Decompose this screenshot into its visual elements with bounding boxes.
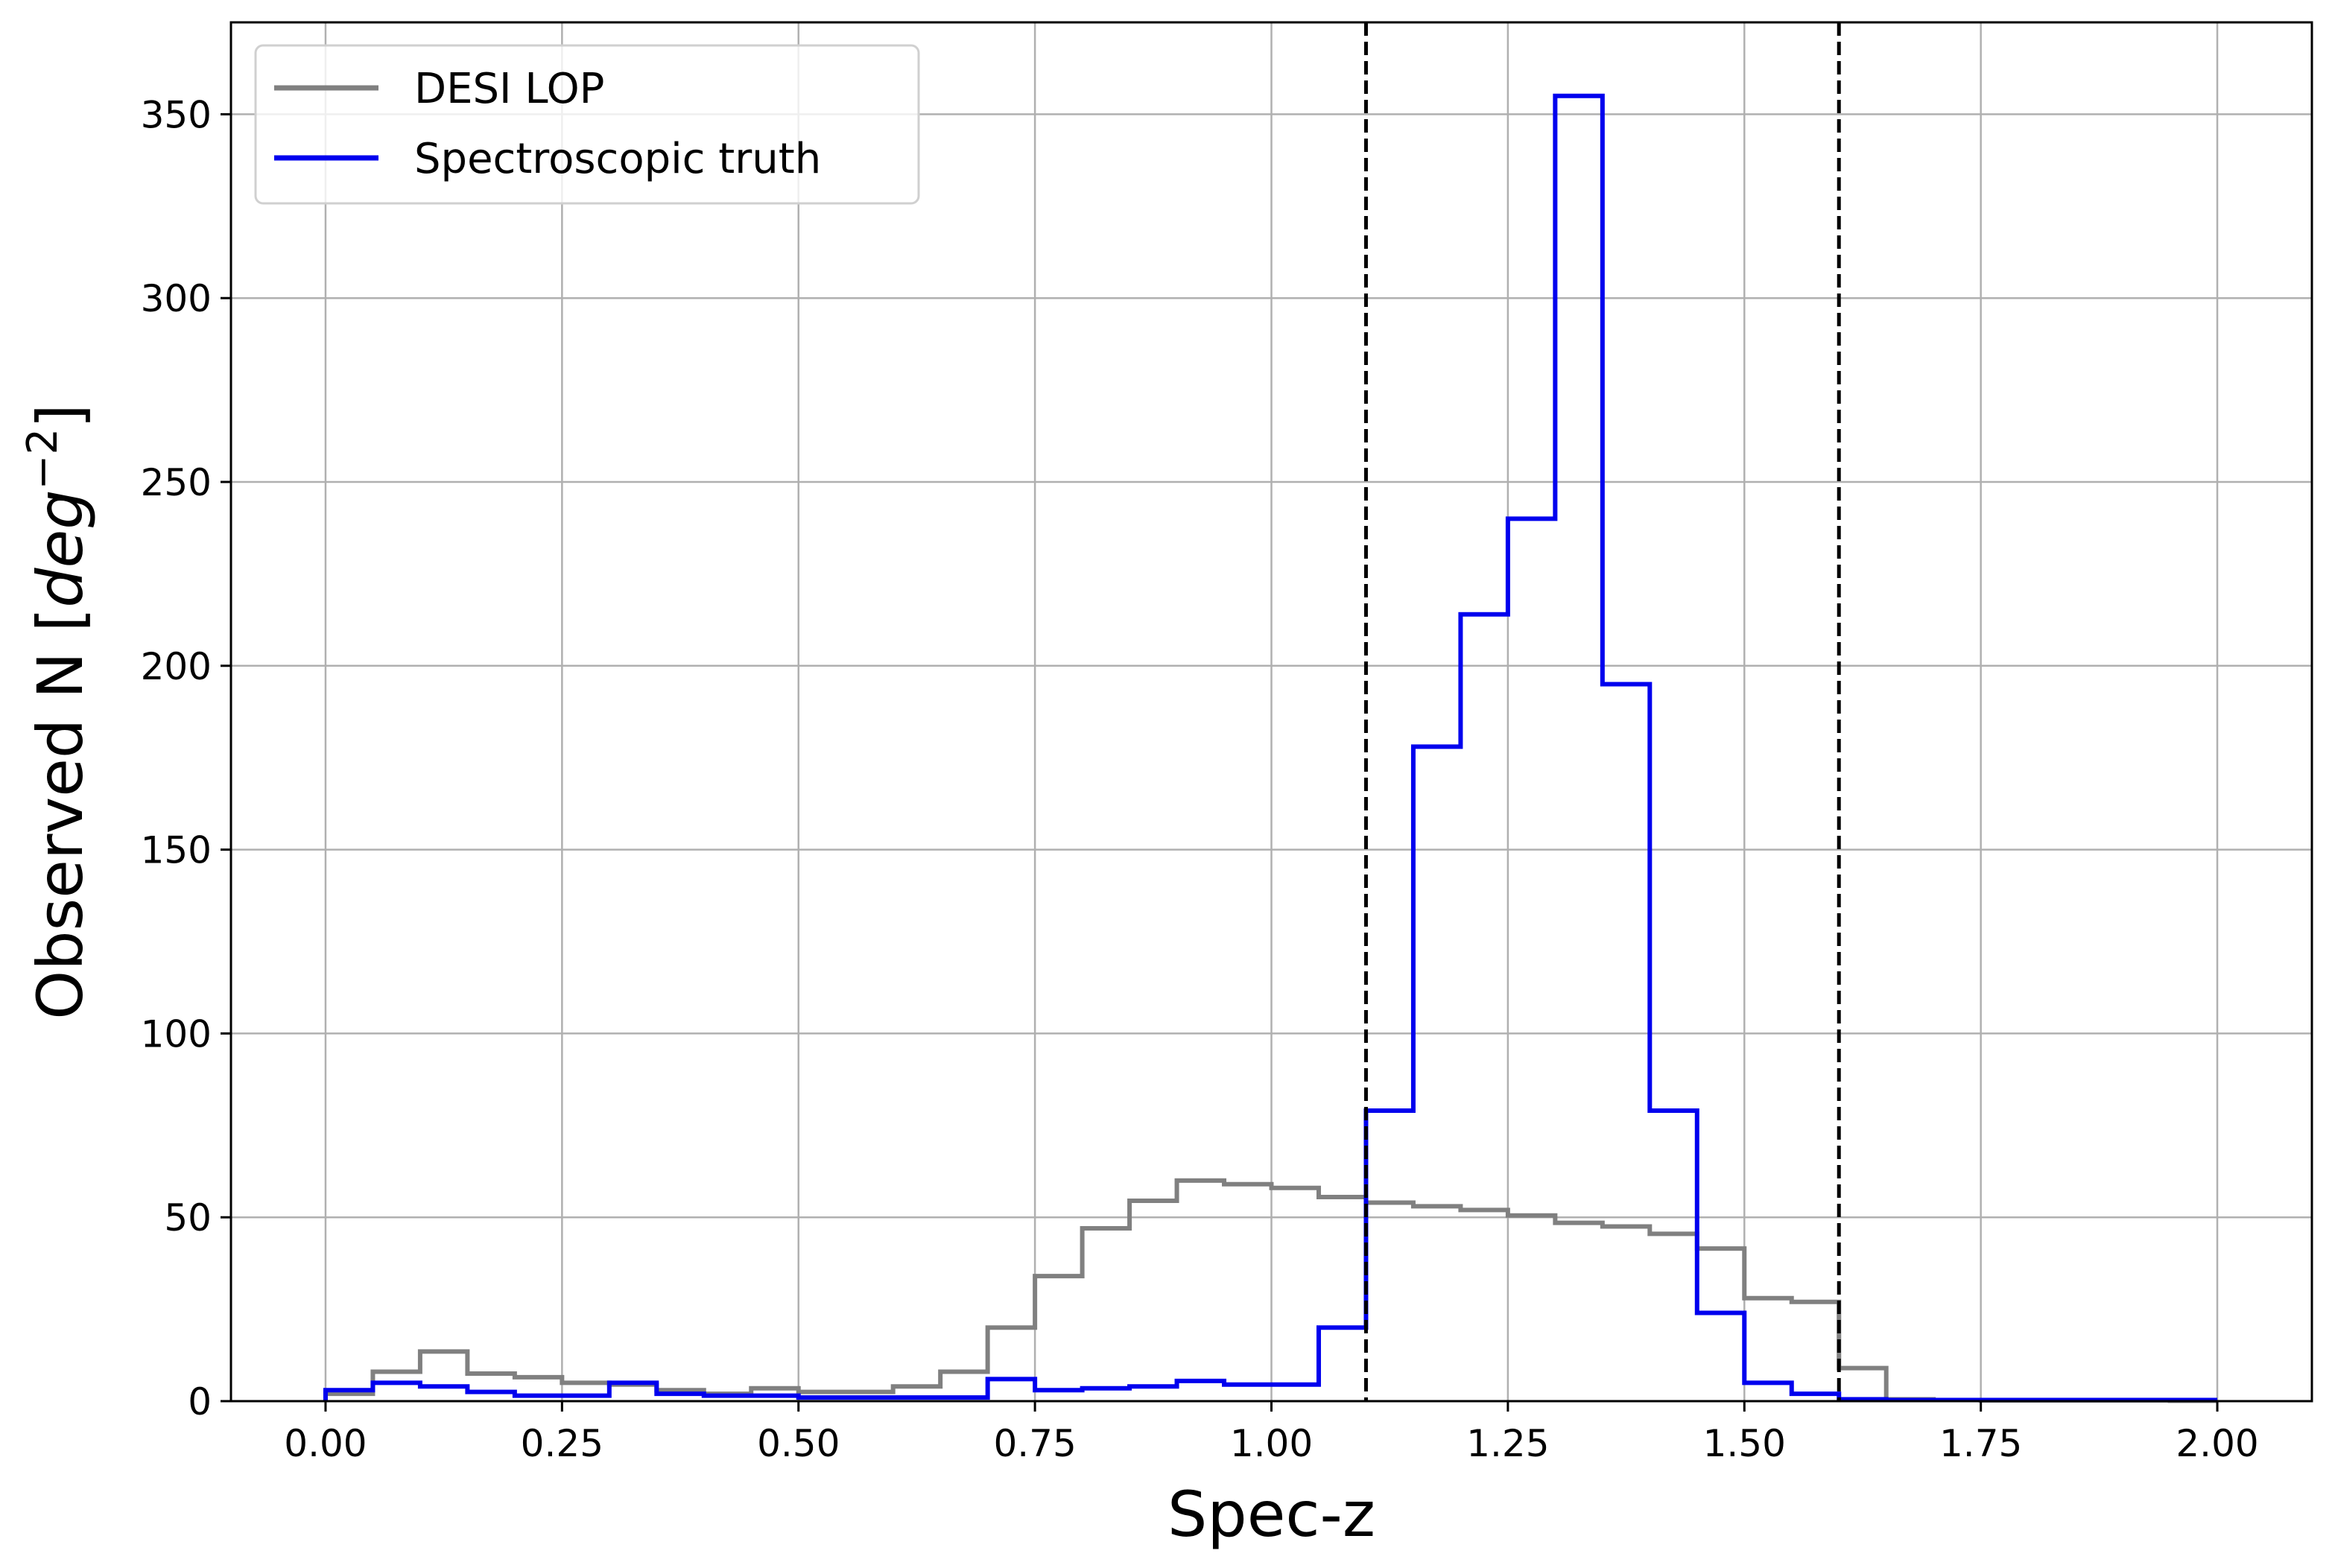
vline-layer — [1363, 22, 1841, 1401]
x-tick-label: 2.00 — [2176, 1422, 2258, 1465]
legend-label-spectroscopic-truth: Spectroscopic truth — [414, 135, 821, 183]
y-tick-label: 200 — [141, 645, 212, 688]
y-tick-label: 100 — [141, 1012, 212, 1056]
y-axis-label-unit: deg — [24, 489, 97, 607]
x-tick-label: 1.00 — [1230, 1422, 1313, 1465]
x-tick-label: 1.50 — [1703, 1422, 1786, 1465]
legend-label-desi-lop: DESI LOP — [414, 65, 604, 113]
x-axis-label: Spec-z — [1167, 1478, 1375, 1551]
y-tick-label: 250 — [141, 461, 212, 504]
legend: DESI LOP Spectroscopic truth — [254, 44, 920, 205]
y-tick-label: 50 — [164, 1196, 212, 1240]
x-tick-label: 1.75 — [1939, 1422, 2022, 1465]
y-tick-label: 0 — [188, 1380, 212, 1423]
y-axis-ticks: 0 50 100 150 200 250 300 350 — [141, 93, 231, 1423]
x-tick-label: 1.25 — [1466, 1422, 1549, 1465]
x-tick-label: 0.00 — [284, 1422, 367, 1465]
y-tick-label: 350 — [141, 93, 212, 136]
y-axis-label-suffix: ] — [24, 404, 97, 428]
x-axis-ticks: 0.00 0.25 0.50 0.75 1.00 1.25 1.50 1.75 2.00 — [284, 1401, 2259, 1465]
y-tick-label: 300 — [141, 277, 212, 320]
y-tick-label: 150 — [141, 829, 212, 872]
x-tick-label: 0.75 — [993, 1422, 1076, 1465]
grid-lines — [231, 22, 2312, 1403]
x-tick-label: 0.25 — [521, 1422, 603, 1465]
y-axis-label-prefix: Observed N [ — [24, 608, 97, 1020]
series-step-spectroscopic-truth — [323, 93, 2218, 1403]
y-axis-label-exponent: −2 — [19, 428, 67, 490]
legend-box — [254, 44, 920, 205]
y-axis-label: Observed N [deg−2] — [19, 404, 97, 1020]
x-tick-label: 0.50 — [757, 1422, 840, 1465]
